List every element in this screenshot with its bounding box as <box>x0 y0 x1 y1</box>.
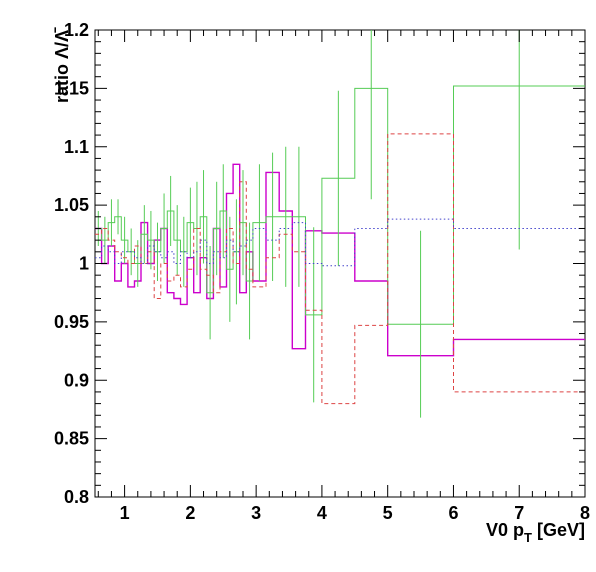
x-tick-label: 5 <box>383 503 393 523</box>
series-2-line <box>95 85 585 325</box>
y-tick-label: 1.05 <box>54 195 89 215</box>
y-tick-label: 1.2 <box>64 20 89 40</box>
y-tick-label: 0.95 <box>54 312 89 332</box>
y-tick-label: 1.15 <box>54 78 89 98</box>
y-tick-label: 1 <box>79 254 89 274</box>
y-tick-label: 0.8 <box>64 487 89 507</box>
y-tick-label: 0.9 <box>64 370 89 390</box>
plot-frame <box>94 29 586 498</box>
x-axis-title: V0 pT [GeV] <box>486 520 585 545</box>
x-tick-label: 8 <box>580 503 590 523</box>
y-tick-label: 0.85 <box>54 429 89 449</box>
series-1-line <box>95 163 585 357</box>
y-axis-title: ratio Λ/Λ̄ <box>52 27 72 103</box>
axis-layer: 0.8 0.85 0.9 0.95 1 1.05 1.1 1.15 1.2 1 2 3 4 5 6 7 8 <box>54 20 590 523</box>
x-tick-label: 4 <box>317 503 327 523</box>
x-tick-label: 3 <box>251 503 261 523</box>
x-tick-label: 2 <box>185 503 195 523</box>
x-tick-label: 7 <box>514 503 524 523</box>
x-tick-label: 6 <box>448 503 458 523</box>
x-tick-label: 1 <box>120 503 130 523</box>
series-3-line <box>95 133 585 405</box>
y-tick-label: 1.1 <box>64 137 89 157</box>
series-layer <box>95 30 585 418</box>
series-4-line <box>95 218 585 267</box>
